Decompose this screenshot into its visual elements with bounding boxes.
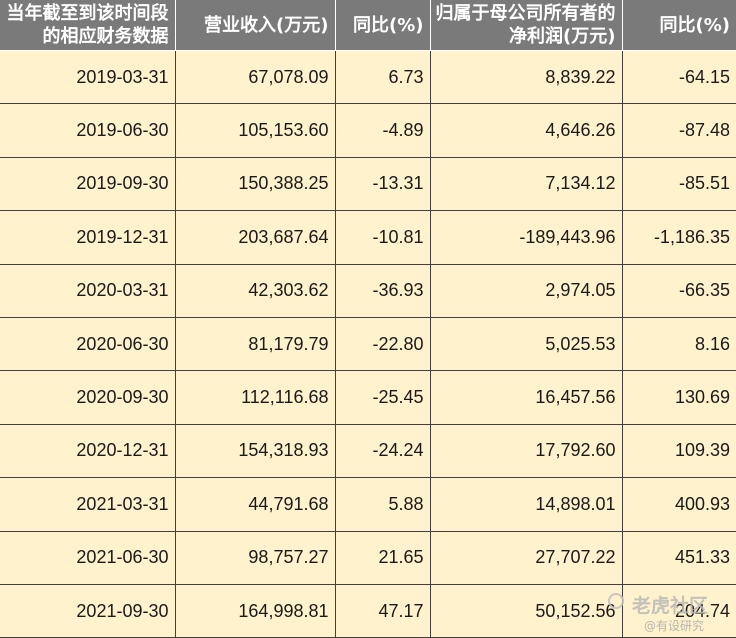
revenue-cell: 203,687.64 <box>174 210 336 265</box>
net-profit-yoy-cell: 8.16 <box>621 316 736 372</box>
revenue-yoy-cell: 47.17 <box>334 583 431 638</box>
net-profit-cell: 16,457.56 <box>429 370 623 425</box>
table-row: 2021-06-30 98,757.27 21.65 27,707.22 451.33 <box>0 530 736 585</box>
revenue-cell: 150,388.25 <box>174 156 336 212</box>
period-cell: 2019-12-31 <box>0 210 176 265</box>
net-profit-yoy-cell: 204.74 <box>621 583 736 638</box>
net-profit-yoy-cell: 451.33 <box>621 530 736 585</box>
revenue-cell: 42,303.62 <box>174 263 336 318</box>
revenue-yoy-cell: -36.93 <box>334 263 431 318</box>
header-revenue: 营业收入(万元) <box>174 0 336 51</box>
period-cell: 2020-12-31 <box>0 423 176 479</box>
net-profit-cell: 4,646.26 <box>429 103 623 158</box>
revenue-yoy-cell: -13.31 <box>334 156 431 212</box>
net-profit-cell: 7,134.12 <box>429 156 623 212</box>
table-row: 2020-12-31 154,318.93 -24.24 17,792.60 109.3… <box>0 423 736 479</box>
revenue-cell: 44,791.68 <box>174 477 336 532</box>
table-row: 2021-03-31 44,791.68 5.88 14,898.01 400.93 <box>0 477 736 532</box>
header-period: 当年截至到该时间段的相应财务数据 <box>0 0 176 51</box>
net-profit-cell: 50,152.56 <box>429 583 623 638</box>
period-cell: 2020-06-30 <box>0 316 176 372</box>
period-cell: 2019-06-30 <box>0 103 176 158</box>
net-profit-yoy-cell: 109.39 <box>621 423 736 479</box>
period-cell: 2019-09-30 <box>0 156 176 212</box>
table-body: 2019-03-31 67,078.09 6.73 8,839.22 -64.15 201… <box>0 49 736 638</box>
revenue-yoy-cell: -25.45 <box>334 370 431 425</box>
table-row: 2021-09-30 164,998.81 47.17 50,152.56 204.74 <box>0 583 736 638</box>
net-profit-cell: 5,025.53 <box>429 316 623 372</box>
table-row: 2019-09-30 150,388.25 -13.31 7,134.12 -85.51 <box>0 156 736 212</box>
period-cell: 2021-06-30 <box>0 530 176 585</box>
net-profit-cell: 14,898.01 <box>429 477 623 532</box>
net-profit-yoy-cell: -64.15 <box>621 49 736 105</box>
table-row: 2020-09-30 112,116.68 -25.45 16,457.56 130.6… <box>0 370 736 425</box>
revenue-yoy-cell: 21.65 <box>334 530 431 585</box>
table-header-row: 当年截至到该时间段的相应财务数据 营业收入(万元) 同比(%) 归属于母公司所有… <box>0 0 736 51</box>
revenue-yoy-cell: 6.73 <box>334 49 431 105</box>
revenue-cell: 105,153.60 <box>174 103 336 158</box>
revenue-yoy-cell: -24.24 <box>334 423 431 479</box>
table-row: 2020-03-31 42,303.62 -36.93 2,974.05 -66.35 <box>0 263 736 318</box>
revenue-cell: 112,116.68 <box>174 370 336 425</box>
period-cell: 2020-03-31 <box>0 263 176 318</box>
net-profit-yoy-cell: 130.69 <box>621 370 736 425</box>
net-profit-cell: -189,443.96 <box>429 210 623 265</box>
net-profit-cell: 17,792.60 <box>429 423 623 479</box>
table-row: 2019-12-31 203,687.64 -10.81 -189,443.96 -1,… <box>0 210 736 265</box>
revenue-cell: 81,179.79 <box>174 316 336 372</box>
net-profit-cell: 8,839.22 <box>429 49 623 105</box>
revenue-yoy-cell: -10.81 <box>334 210 431 265</box>
period-cell: 2020-09-30 <box>0 370 176 425</box>
header-revenue-yoy: 同比(%) <box>334 0 431 51</box>
revenue-yoy-cell: -4.89 <box>334 103 431 158</box>
revenue-yoy-cell: 5.88 <box>334 477 431 532</box>
net-profit-yoy-cell: -1,186.35 <box>621 210 736 265</box>
revenue-cell: 98,757.27 <box>174 530 336 585</box>
header-net-profit-yoy: 同比(%) <box>621 0 736 51</box>
net-profit-cell: 2,974.05 <box>429 263 623 318</box>
table-row: 2019-06-30 105,153.60 -4.89 4,646.26 -87.48 <box>0 103 736 158</box>
table-row: 2020-06-30 81,179.79 -22.80 5,025.53 8.16 <box>0 316 736 372</box>
revenue-cell: 67,078.09 <box>174 49 336 105</box>
net-profit-yoy-cell: -87.48 <box>621 103 736 158</box>
revenue-yoy-cell: -22.80 <box>334 316 431 372</box>
net-profit-cell: 27,707.22 <box>429 530 623 585</box>
header-net-profit: 归属于母公司所有者的净利润(万元) <box>429 0 623 51</box>
revenue-cell: 164,998.81 <box>174 583 336 638</box>
period-cell: 2019-03-31 <box>0 49 176 105</box>
net-profit-yoy-cell: -66.35 <box>621 263 736 318</box>
table-row: 2019-03-31 67,078.09 6.73 8,839.22 -64.15 <box>0 49 736 105</box>
revenue-cell: 154,318.93 <box>174 423 336 479</box>
period-cell: 2021-09-30 <box>0 583 176 638</box>
net-profit-yoy-cell: -85.51 <box>621 156 736 212</box>
period-cell: 2021-03-31 <box>0 477 176 532</box>
net-profit-yoy-cell: 400.93 <box>621 477 736 532</box>
